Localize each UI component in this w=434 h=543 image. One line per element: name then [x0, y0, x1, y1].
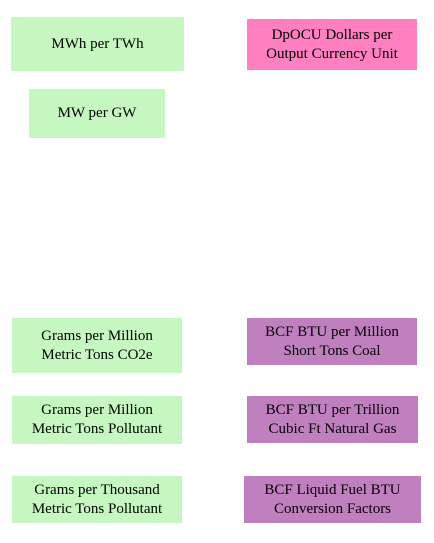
- node-mwh-per-twh: MWh per TWh: [11, 17, 184, 71]
- node-bcf-btu-per-million-short-tons-coal: BCF BTU per Million Short Tons Coal: [247, 318, 417, 365]
- node-grams-per-million-metric-tons-pollutant: Grams per Million Metric Tons Pollutant: [12, 396, 182, 444]
- node-bcf-btu-per-trillion-cubic-ft-natural-gas: BCF BTU per Trillion Cubic Ft Natural Ga…: [247, 396, 418, 443]
- node-bcf-liquid-fuel-btu-conversion-factors: BCF Liquid Fuel BTU Conversion Factors: [244, 476, 421, 523]
- node-mw-per-gw: MW per GW: [29, 89, 165, 138]
- node-dpocu-dollars-per-output-currency-unit: DpOCU Dollars per Output Currency Unit: [247, 19, 417, 70]
- node-grams-per-million-metric-tons-co2e: Grams per Million Metric Tons CO2e: [12, 318, 182, 373]
- node-grams-per-thousand-metric-tons-pollutant: Grams per Thousand Metric Tons Pollutant: [12, 476, 182, 523]
